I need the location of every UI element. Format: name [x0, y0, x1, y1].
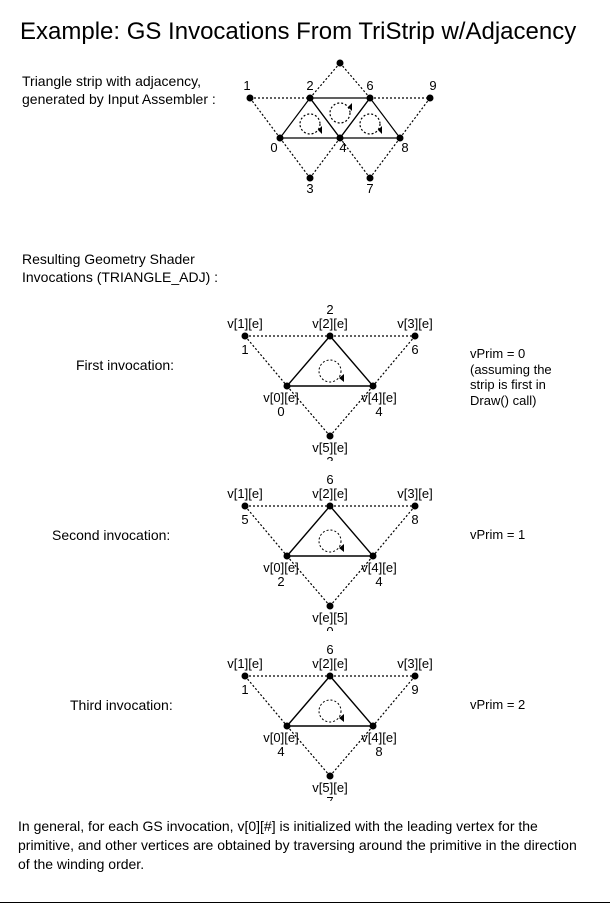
strip-n9: 9 — [429, 78, 436, 93]
svg-text:v[2][e]: v[2][e] — [312, 486, 347, 501]
svg-text:3: 3 — [326, 454, 333, 461]
svg-text:v[2][e]: v[2][e] — [312, 316, 347, 331]
svg-text:v[4][e]: v[4][e] — [361, 730, 396, 745]
footer-text: In general, for each GS invocation, v[0]… — [18, 817, 592, 874]
inv2-name: Third invocation: — [70, 696, 173, 714]
svg-text:6: 6 — [326, 642, 333, 657]
svg-text:v[3][e]: v[3][e] — [397, 656, 432, 671]
svg-text:v[5][e]: v[5][e] — [312, 440, 347, 455]
strip-n4: 4 — [339, 140, 346, 155]
page-root: Example: GS Invocations From TriStrip w/… — [0, 0, 610, 903]
svg-text:v[3][e]: v[3][e] — [397, 316, 432, 331]
svg-text:v[1][e]: v[1][e] — [227, 486, 262, 501]
strip-n8: 8 — [401, 140, 408, 155]
inv0-vprim: vPrim = 0 (assuming the strip is first i… — [470, 346, 552, 408]
svg-text:v[0][e]: v[0][e] — [263, 390, 298, 405]
svg-text:v[e][5]: v[e][5] — [312, 610, 347, 625]
svg-text:7: 7 — [326, 794, 333, 801]
svg-text:9: 9 — [411, 682, 418, 697]
svg-text:v[1][e]: v[1][e] — [227, 656, 262, 671]
svg-text:8: 8 — [375, 744, 382, 759]
svg-text:1: 1 — [241, 682, 248, 697]
result-label: Resulting Geometry Shader Invocations (T… — [22, 250, 218, 286]
inv1-diagram: v[1][e] 5 v[2][e]6 v[3][e] 8 v[0][e]2 v[4][e]4… — [210, 466, 460, 631]
svg-text:2: 2 — [326, 302, 333, 317]
svg-text:0: 0 — [326, 624, 333, 631]
svg-text:6: 6 — [326, 472, 333, 487]
strip-n6: 6 — [366, 78, 373, 93]
page-title: Example: GS Invocations From TriStrip w/… — [20, 18, 576, 46]
svg-text:5: 5 — [241, 512, 248, 527]
inv2-vprim: vPrim = 2 — [470, 697, 525, 713]
inv1-name: Second invocation: — [52, 526, 170, 544]
svg-text:4: 4 — [277, 744, 284, 759]
inv0-diagram: v[1][e] 1 v[2][e]2 v[3][e] 6 v[0][e]0 v[4][e]4… — [210, 296, 460, 461]
svg-text:2: 2 — [277, 574, 284, 589]
svg-text:v[5][e]: v[5][e] — [312, 780, 347, 795]
svg-text:v[0][e]: v[0][e] — [263, 730, 298, 745]
svg-text:v[4][e]: v[4][e] — [361, 390, 396, 405]
strip-n7: 7 — [366, 181, 373, 196]
svg-text:v[4][e]: v[4][e] — [361, 560, 396, 575]
svg-text:v[1][e]: v[1][e] — [227, 316, 262, 331]
strip-diagram: 1 2 6 9 0 4 8 3 7 5 — [230, 58, 520, 218]
svg-text:4: 4 — [375, 404, 382, 419]
svg-text:6: 6 — [411, 342, 418, 357]
inv0-name: First invocation: — [76, 356, 174, 374]
svg-text:8: 8 — [411, 512, 418, 527]
svg-text:4: 4 — [375, 574, 382, 589]
inv1-vprim: vPrim = 1 — [470, 527, 525, 543]
svg-text:v[3][e]: v[3][e] — [397, 486, 432, 501]
svg-text:0: 0 — [277, 404, 284, 419]
svg-text:v[0][e]: v[0][e] — [263, 560, 298, 575]
intro-label: Triangle strip with adjacency, generated… — [22, 72, 216, 108]
strip-n1: 1 — [243, 78, 250, 93]
svg-text:1: 1 — [241, 342, 248, 357]
strip-n2: 2 — [306, 78, 313, 93]
strip-n5: 5 — [336, 58, 343, 61]
svg-text:v[2][e]: v[2][e] — [312, 656, 347, 671]
strip-n0: 0 — [270, 140, 277, 155]
inv2-diagram: v[1][e] 1 v[2][e]6 v[3][e] 9 v[0][e]4 v[4][e]8… — [210, 636, 460, 801]
strip-n3: 3 — [306, 181, 313, 196]
